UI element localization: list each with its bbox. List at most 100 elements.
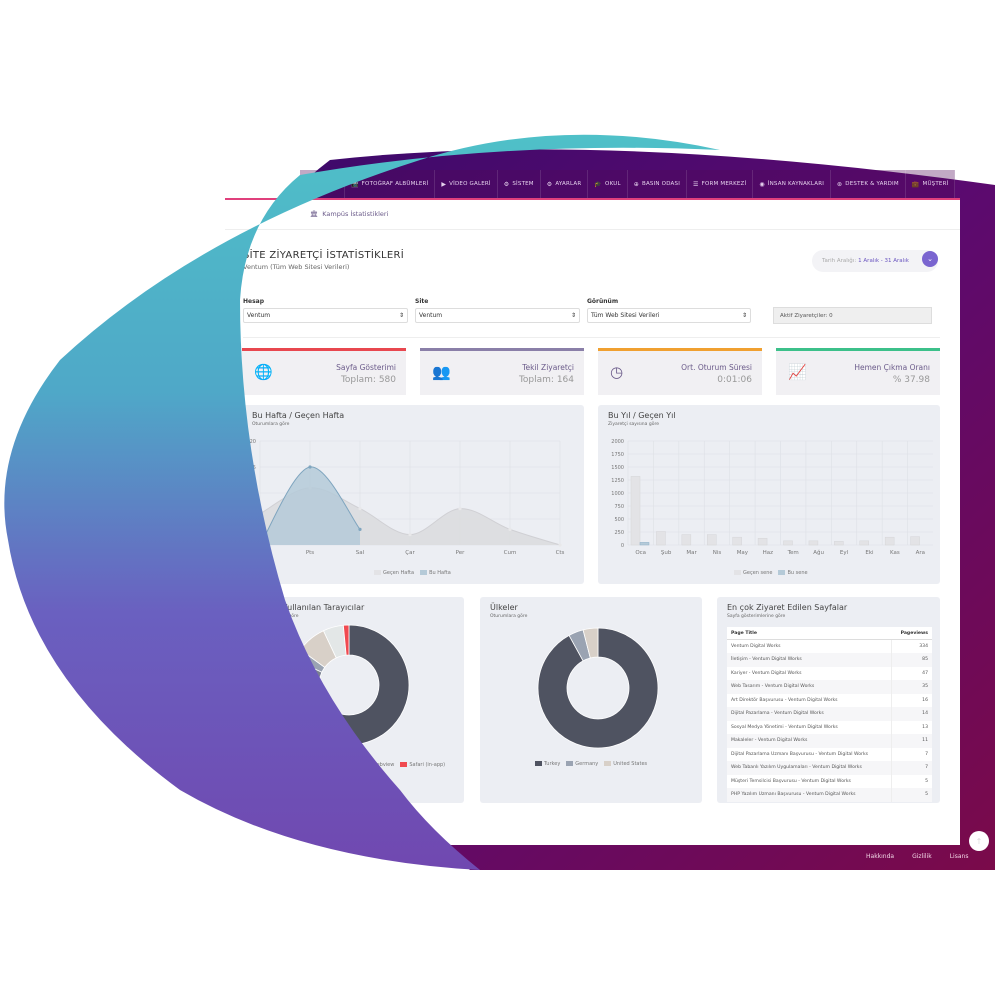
pageviews-cell: 13	[891, 720, 932, 734]
table-row[interactable]: Makaleler - Ventum Digital Works 11	[727, 734, 932, 748]
table-row[interactable]: Web Tasarım - Ventum Digital Works 35	[727, 680, 932, 694]
nav-item[interactable]	[300, 170, 345, 198]
list-icon: ☰	[693, 180, 699, 188]
legend-item[interactable]: United States	[604, 761, 647, 767]
pageviews-cell: 334	[891, 639, 932, 653]
legend-item[interactable]: Germany	[566, 761, 598, 767]
account-select[interactable]: Ventum ⇕	[243, 308, 408, 323]
data-point	[408, 533, 412, 537]
pageviews-cell: 35	[891, 680, 932, 694]
nav-item[interactable]: 💼 MÜŞTERİ	[905, 170, 956, 198]
lifebuoy-icon: ⊛	[837, 180, 843, 188]
nav-item[interactable]: ⚙ AYARLAR	[540, 170, 589, 198]
bar	[707, 534, 717, 546]
stat-card: ◷ Ort. Oturum Süresi 0:01:06	[598, 348, 762, 395]
table-row[interactable]: PHP Yazılım Uzmanı Başvurusu - Ventum Di…	[727, 788, 932, 802]
page-title-cell: PHP Yazılım Uzmanı Başvurusu - Ventum Di…	[727, 788, 892, 802]
footer-link-license[interactable]: Lisans	[949, 853, 969, 860]
bank-icon: 🏛	[310, 210, 319, 218]
nav-item[interactable]: ◉ İNSAN KAYNAKLARI	[753, 170, 832, 198]
globe-icon: 🌐	[254, 363, 273, 381]
y-tick-label: 0	[253, 543, 256, 549]
y-tick-label: 750	[614, 504, 624, 510]
updown-icon: ⇕	[570, 312, 576, 319]
briefcase-icon: 💼	[911, 180, 920, 188]
breadcrumb-campus-stats[interactable]: 🏛 Kampüs İstatistikleri	[310, 210, 389, 218]
nav-item[interactable]: ⊛ DESTEK & YARDIM	[831, 170, 906, 198]
table-row[interactable]: Müşteri Temsilcisi Başvurusu - Ventum Di…	[727, 774, 932, 788]
table-row[interactable]: Sosyal Medya Yönetimi - Ventum Digital W…	[727, 720, 932, 734]
x-tick-label: Çar	[405, 550, 415, 556]
page-title-cell: Dijital Pazarlama Uzmanı Başvurusu - Ven…	[731, 751, 868, 757]
site-label: Site	[415, 298, 429, 305]
table-row[interactable]: İletişim - Ventum Digital Works 85	[727, 653, 932, 667]
countries-donut	[537, 627, 659, 749]
x-tick-label: Eki	[865, 550, 874, 556]
main-nav: 📷 FOTOĞRAF ALBÜMLERİ ▶ VİDEO GALERİ ⚙ SİSTEM ⚙…	[300, 170, 958, 198]
column-header: Pageviews	[891, 627, 932, 640]
updown-icon: ⇕	[741, 312, 747, 319]
chart-line-icon: 📈	[788, 363, 807, 381]
table-row[interactable]: Kariyer - Ventum Digital Works 47	[727, 666, 932, 680]
countries-card: Ülkeler Oturumlara göre Turkey Germany U…	[480, 597, 702, 803]
table-row[interactable]: Ventum Digital Works 334	[727, 639, 932, 653]
legend-item[interactable]: Geçen sene	[734, 570, 772, 576]
y-tick-label: 1250	[611, 478, 624, 484]
footer-link-privacy[interactable]: Gizlilik	[912, 853, 932, 860]
arrow-up-icon: ↑	[975, 836, 983, 846]
users-icon: 👥	[432, 363, 451, 381]
bar	[884, 536, 895, 546]
legend-item[interactable]: Bu Hafta	[420, 570, 451, 576]
y-tick-label: 1750	[611, 452, 624, 458]
globe-icon: ⊕	[633, 180, 639, 188]
x-tick-label: Pts	[306, 550, 314, 556]
table-row[interactable]: Dijital Pazarlama Uzmanı Başvurusu - Ven…	[727, 747, 932, 761]
pageviews-cell: 5	[891, 788, 932, 802]
nav-item[interactable]: ⊕ BASIN ODASI	[627, 170, 688, 198]
scroll-to-top-button[interactable]: ↑	[969, 831, 989, 851]
nav-item[interactable]: 📷 FOTOĞRAF ALBÜMLERİ	[345, 170, 436, 198]
bar	[808, 540, 819, 546]
top-pages-card: En çok Ziyaret Edilen Sayfalar Sayfa gös…	[717, 597, 940, 803]
chart-legend: Android Webview Safari (in-app)	[342, 762, 445, 768]
legend-item[interactable]: Geçen Hafta	[374, 570, 414, 576]
x-tick-label: Ara	[916, 550, 925, 556]
legend-item[interactable]: Android Webview	[342, 762, 394, 768]
nav-item[interactable]: 🎓 OKUL	[588, 170, 628, 198]
bar	[681, 534, 692, 546]
bar	[834, 541, 844, 546]
bar	[859, 540, 869, 546]
pageviews-cell: 16	[891, 693, 932, 707]
chevron-down-icon[interactable]: ⌄	[922, 251, 938, 267]
site-select[interactable]: Ventum ⇕	[415, 308, 580, 323]
x-tick-label: Haz	[763, 550, 774, 556]
date-range-picker[interactable]: Tarih Aralığı: 1 Aralık - 31 Aralık	[812, 250, 938, 272]
y-tick-label: 15	[250, 465, 256, 471]
page-title-cell: Web Tasarım - Ventum Digital Works	[727, 680, 892, 694]
nav-item[interactable]: ⚙ SİSTEM	[497, 170, 541, 198]
legend-item[interactable]: Bu sene	[778, 570, 808, 576]
legend-item[interactable]: Safari (in-app)	[400, 762, 445, 768]
page-title-cell: Müşteri Temsilcisi Başvurusu - Ventum Di…	[731, 778, 851, 784]
stat-card: 👥 Tekil Ziyaretçi Toplam: 164	[420, 348, 584, 395]
table-row[interactable]: Art Direktör Başvurusu - Ventum Digital …	[727, 693, 932, 707]
footer-link-about[interactable]: Hakkında	[866, 853, 895, 860]
bar	[910, 536, 920, 546]
data-point	[358, 527, 362, 531]
x-tick-label: Cts	[556, 550, 565, 556]
nav-item[interactable]: ☰ FORM MERKEZİ	[687, 170, 754, 198]
legend-item[interactable]: Turkey	[535, 761, 560, 767]
y-tick-label: 1000	[611, 491, 624, 497]
table-row[interactable]: Dijital Pazarlama - Ventum Digital Works…	[727, 707, 932, 721]
browsers-donut	[288, 624, 410, 746]
gears-icon: ⚙	[503, 180, 510, 188]
view-select[interactable]: Tüm Web Sitesi Verileri ⇕	[587, 308, 751, 323]
table-row[interactable]: Web Tabanlı Yazılım Uygulamaları - Ventu…	[727, 761, 932, 775]
top-pages-table: Page Title Pageviews Ventum Digital Works…	[727, 627, 932, 802]
x-tick-label: Mar	[686, 550, 697, 556]
x-tick-label: Tem	[787, 550, 799, 556]
bar	[757, 537, 768, 546]
chart-legend: Geçen sene Bu sene	[734, 570, 808, 576]
main-panel: 🏛 Kampüs İstatistikleri SİTE ZİYARETÇİ İS…	[225, 200, 960, 845]
nav-item[interactable]: ▶ VİDEO GALERİ	[435, 170, 498, 198]
